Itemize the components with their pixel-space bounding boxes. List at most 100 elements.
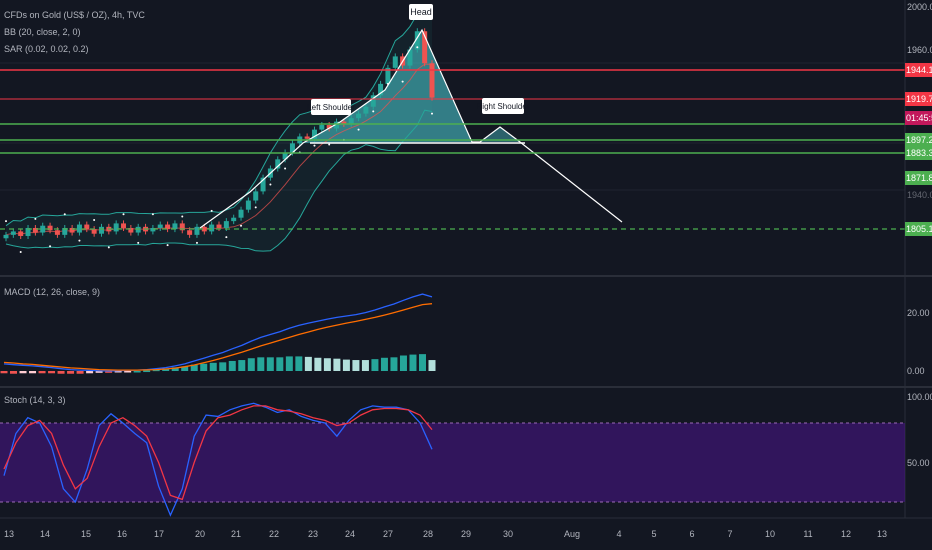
price-tag bbox=[905, 92, 932, 106]
candle-body bbox=[98, 226, 104, 234]
macd-hist-bar bbox=[428, 360, 436, 371]
right-shoulder-label[interactable]: Right Shoulder bbox=[477, 98, 530, 114]
candle-body bbox=[84, 224, 90, 230]
candle-body bbox=[282, 152, 288, 160]
time-axis-label: 5 bbox=[651, 529, 656, 539]
sar-dot bbox=[122, 213, 125, 216]
sar-dot bbox=[63, 213, 66, 216]
macd-hist-bar bbox=[171, 367, 179, 371]
macd-hist-bar bbox=[361, 360, 369, 371]
candle-body bbox=[245, 200, 251, 210]
candle-body bbox=[10, 231, 16, 235]
macd-hist-bar bbox=[380, 357, 388, 371]
price-tag bbox=[905, 133, 932, 147]
sar-dot bbox=[166, 244, 169, 247]
time-axis-label: 12 bbox=[841, 529, 851, 539]
macd-hist-bar bbox=[190, 364, 198, 371]
time-axis[interactable]: 13 14 15 16 17 20 21 22 23 24 27 28 29 30 Aug 4 5 6 7 10 11 1… bbox=[4, 529, 887, 539]
macd-hist-bar bbox=[133, 371, 141, 373]
candle-body bbox=[135, 226, 141, 233]
macd-hist-bar bbox=[95, 371, 103, 373]
macd-signal-line bbox=[3, 303, 433, 371]
sar-dot bbox=[431, 112, 433, 115]
macd-hist-bar bbox=[209, 362, 217, 371]
macd-hist-bar bbox=[228, 360, 236, 371]
time-axis-label: 30 bbox=[503, 529, 513, 539]
sar-dot bbox=[357, 128, 360, 131]
price-tag-label: 1944.12 bbox=[906, 65, 932, 75]
candle-body bbox=[414, 31, 420, 50]
macd-hist-bar bbox=[314, 357, 322, 371]
candle-body bbox=[47, 225, 53, 231]
bb-indicator-label[interactable]: BB (20, close, 2, 0) bbox=[4, 27, 81, 37]
time-axis-label: 15 bbox=[81, 529, 91, 539]
macd-hist-bar bbox=[238, 360, 246, 371]
sar-dot bbox=[19, 251, 22, 254]
candle-body bbox=[363, 106, 369, 114]
price-tag bbox=[905, 63, 932, 77]
candle-body bbox=[385, 67, 391, 84]
candle-body bbox=[348, 118, 354, 124]
price-tick: 1960.00 bbox=[907, 45, 932, 55]
macd-line bbox=[3, 293, 433, 372]
right-shoulder-shape bbox=[480, 127, 520, 142]
time-axis-label: 27 bbox=[383, 529, 393, 539]
candle-body bbox=[304, 136, 310, 139]
candle-body bbox=[429, 63, 435, 98]
price-tag-label: 1805.11 bbox=[906, 224, 932, 234]
time-axis-label: 13 bbox=[4, 529, 14, 539]
time-axis-label: Aug bbox=[564, 529, 580, 539]
macd-hist-bar bbox=[48, 371, 56, 374]
candlesticks bbox=[3, 28, 435, 242]
macd-hist-bar bbox=[371, 359, 379, 371]
macd-hist-bar bbox=[390, 357, 398, 371]
macd-indicator-label[interactable]: MACD (12, 26, close, 9) bbox=[4, 287, 100, 297]
candle-body bbox=[91, 229, 97, 234]
time-axis-label: 6 bbox=[689, 529, 694, 539]
macd-hist-bar bbox=[76, 371, 84, 374]
macd-hist-bar bbox=[304, 356, 312, 371]
price-tag bbox=[905, 146, 932, 160]
candle-body bbox=[3, 234, 9, 239]
candle-body bbox=[18, 231, 24, 236]
macd-hist-bar bbox=[295, 356, 303, 371]
sar-dot bbox=[240, 224, 243, 227]
price-tag-label: 1897.21 bbox=[906, 135, 932, 145]
time-axis-label: 20 bbox=[195, 529, 205, 539]
macd-hist-bar bbox=[409, 354, 417, 371]
macd-hist-bar bbox=[152, 369, 160, 372]
price-tag bbox=[905, 111, 932, 125]
candle-body bbox=[113, 223, 119, 232]
macd-hist-bar bbox=[38, 371, 46, 374]
time-axis-label: 16 bbox=[117, 529, 127, 539]
candle-body bbox=[32, 227, 38, 233]
candle-body bbox=[69, 227, 75, 233]
candle-body bbox=[76, 224, 82, 233]
left-shoulder-label[interactable]: Left Shoulder bbox=[307, 99, 355, 115]
sar-dot bbox=[34, 217, 37, 220]
macd-hist-bar bbox=[0, 371, 8, 374]
price-tag-label: 1883.30 bbox=[906, 148, 932, 158]
pattern-outline bbox=[199, 28, 623, 229]
sar-dot bbox=[5, 220, 7, 223]
time-axis-label: 22 bbox=[269, 529, 279, 539]
sar-dot bbox=[195, 241, 198, 244]
macd-tick: 20.00 bbox=[907, 308, 930, 318]
sar-dot bbox=[181, 215, 184, 218]
sar-dot bbox=[151, 213, 154, 216]
bb-lower bbox=[5, 109, 433, 252]
sar-dot bbox=[254, 206, 257, 209]
stoch-indicator-label[interactable]: Stoch (14, 3, 3) bbox=[4, 395, 66, 405]
candle-body bbox=[165, 224, 171, 230]
time-axis-label: 4 bbox=[616, 529, 621, 539]
candle-body bbox=[209, 224, 215, 232]
candle-body bbox=[260, 177, 266, 192]
candle-body bbox=[370, 95, 376, 107]
candle-body bbox=[157, 224, 163, 228]
sar-dot bbox=[328, 143, 331, 146]
sar-indicator-label[interactable]: SAR (0.02, 0.02, 0.2) bbox=[4, 44, 89, 54]
head-label[interactable]: Head bbox=[409, 4, 433, 20]
stoch-tick: 100.00 bbox=[907, 392, 932, 402]
macd-hist-bar bbox=[86, 371, 94, 374]
